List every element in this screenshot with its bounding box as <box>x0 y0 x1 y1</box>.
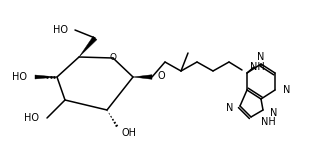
Text: HO: HO <box>24 113 39 123</box>
Text: HO: HO <box>53 25 68 35</box>
Polygon shape <box>133 75 152 79</box>
Text: OH: OH <box>121 128 136 138</box>
Text: N: N <box>283 85 290 95</box>
Text: O: O <box>157 71 165 81</box>
Text: NH: NH <box>250 62 265 72</box>
Text: N: N <box>270 108 277 118</box>
Text: N: N <box>226 103 233 113</box>
Text: HO: HO <box>12 72 27 82</box>
Text: N: N <box>257 52 265 62</box>
Text: NH: NH <box>261 117 276 127</box>
Polygon shape <box>35 75 57 79</box>
Polygon shape <box>79 36 97 57</box>
Text: O: O <box>110 52 116 62</box>
